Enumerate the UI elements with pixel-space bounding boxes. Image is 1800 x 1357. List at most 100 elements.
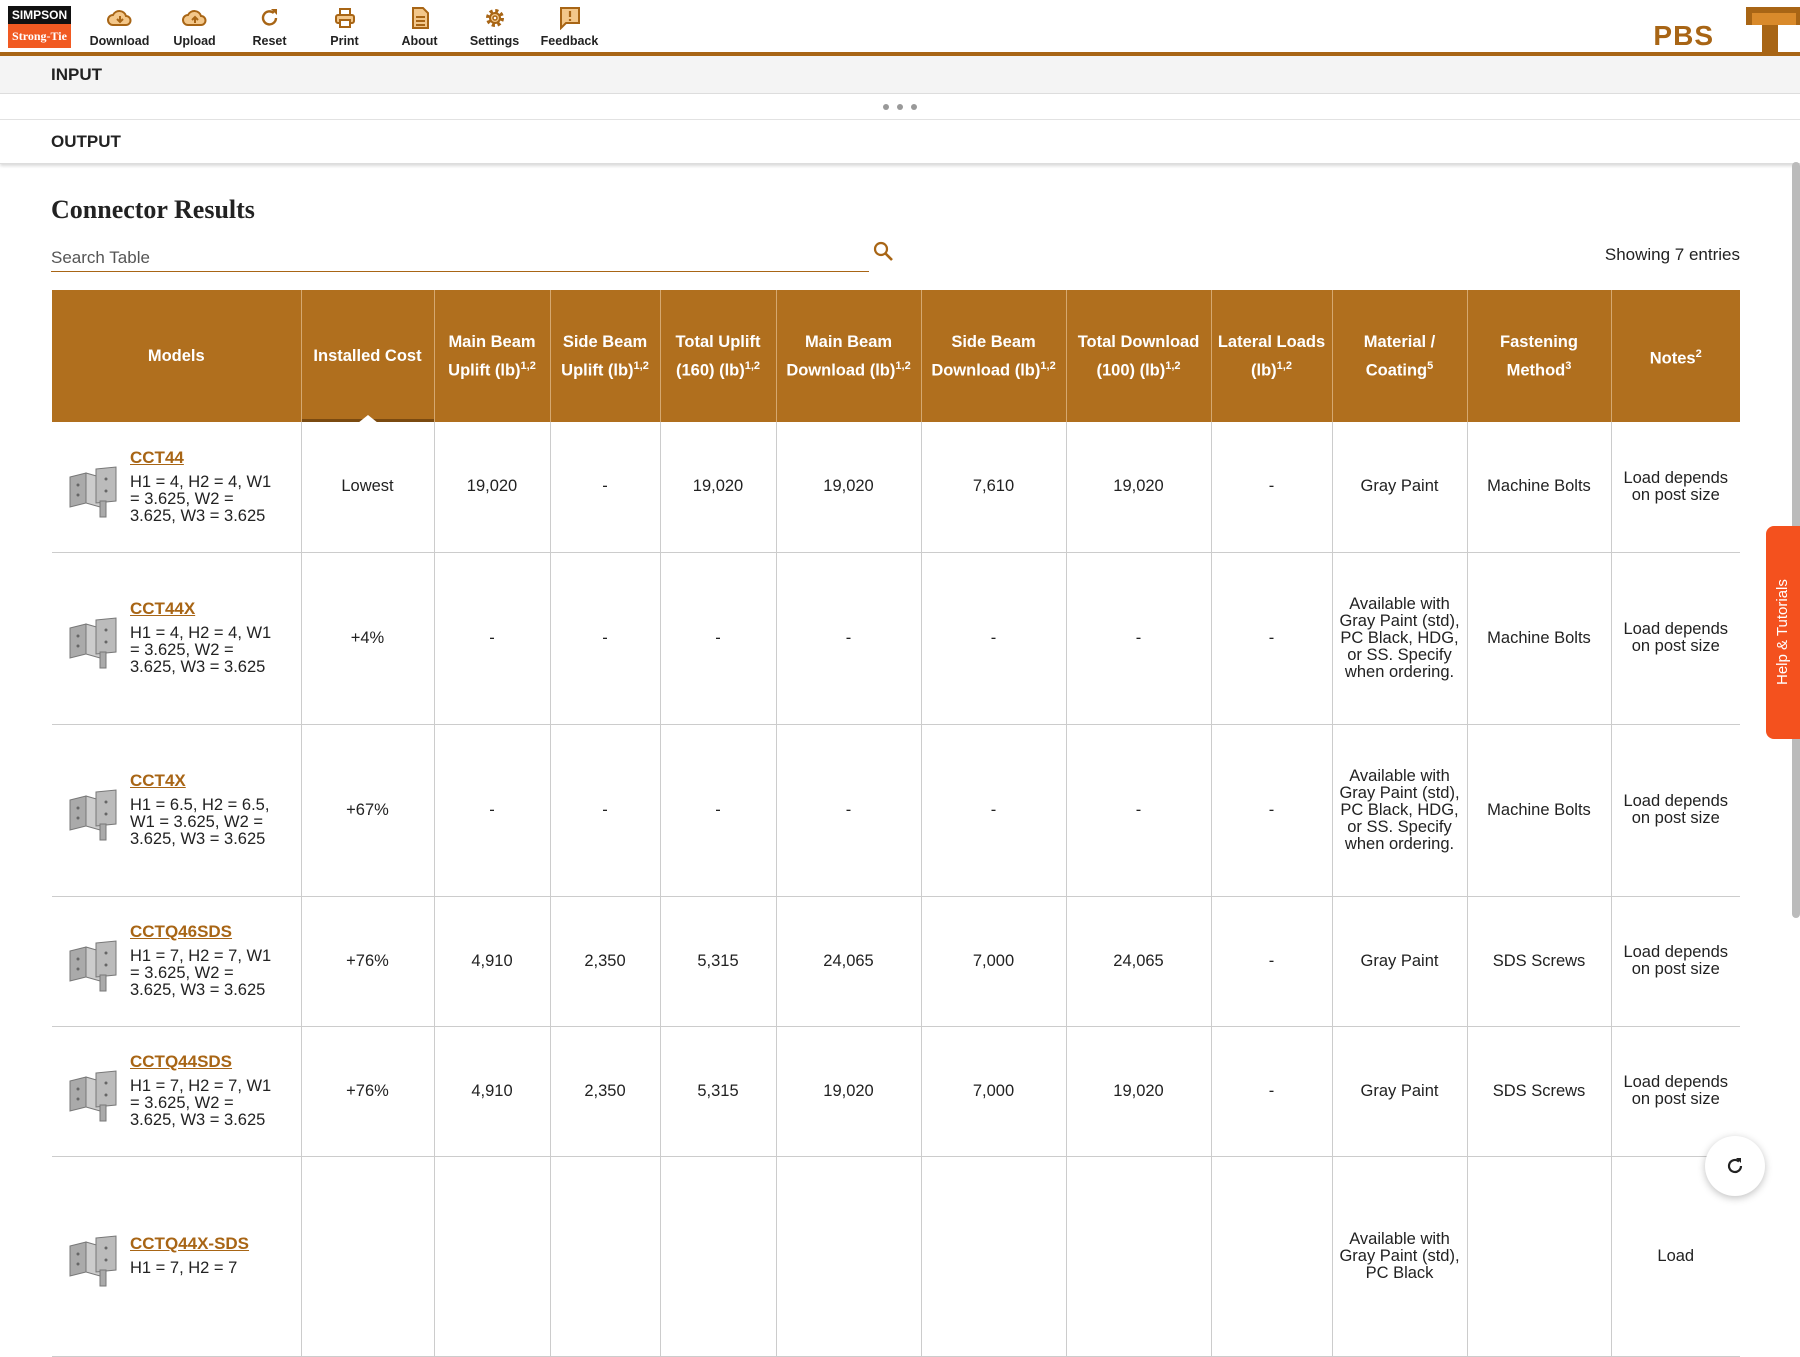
- table-cell: [300, 1156, 434, 1357]
- table-cell: [1065, 1156, 1211, 1357]
- table-cell: [1210, 1156, 1332, 1357]
- table-cell: 19,020: [433, 422, 550, 553]
- table-cell: -: [549, 422, 660, 553]
- table-cell: Machine Bolts: [1466, 552, 1611, 725]
- model-link[interactable]: CCT44: [130, 447, 184, 467]
- model-link[interactable]: CCT4X: [130, 771, 186, 790]
- output-section-header[interactable]: OUTPUT: [0, 120, 1800, 164]
- settings-button[interactable]: Settings: [457, 6, 532, 48]
- column-header-main-beam-download-lb[interactable]: Main Beam Download (lb)1,2: [775, 290, 921, 422]
- table-cell: 19,020: [1065, 1026, 1211, 1157]
- table-cell: -: [920, 552, 1066, 725]
- search-icon[interactable]: [872, 240, 894, 262]
- table-cell: -: [775, 724, 921, 897]
- feedback-icon: [559, 7, 580, 30]
- model-cell: CCT44 H1 = 4, H2 = 4, W1 = 3.625, W2 = 3.…: [52, 422, 301, 553]
- model-link[interactable]: CCTQ46SDS: [130, 922, 233, 941]
- table-cell: Load depends on post size: [1610, 896, 1740, 1027]
- table-cell: [1466, 1156, 1611, 1357]
- column-header-fastening-method[interactable]: Fastening Method3: [1466, 290, 1611, 422]
- model-cell: CCTQ46SDS H1 = 7, H2 = 7, W1 = 3.625, W2 …: [52, 896, 301, 1027]
- table-cell: 5,315: [659, 896, 776, 1027]
- column-header-side-beam-uplift-lb[interactable]: Side Beam Uplift (lb)1,2: [549, 290, 660, 422]
- resize-handle[interactable]: [0, 94, 1800, 120]
- column-header-models[interactable]: Models: [52, 290, 301, 422]
- cloud-upload-icon: [181, 10, 206, 26]
- document-icon: [411, 7, 429, 29]
- pbs-logo-icon: [1746, 7, 1800, 55]
- model-dimensions: H1 = 4, H2 = 4, W1 = 3.625, W2 = 3.625, …: [130, 624, 272, 676]
- upload-button[interactable]: Upload: [157, 6, 232, 48]
- help-tutorials-tab[interactable]: Help & Tutorials: [1766, 526, 1800, 739]
- table-cell: SDS Screws: [1466, 896, 1611, 1027]
- gear-icon: [485, 9, 504, 27]
- column-header-lateral-loads-lb[interactable]: Lateral Loads (lb)1,2: [1210, 290, 1332, 422]
- model-cell: CCTQ44X-SDS H1 = 7, H2 = 7: [52, 1156, 301, 1357]
- table-cell: -: [659, 552, 776, 725]
- table-row: CCT4X H1 = 6.5, H2 = 6.5, W1 = 3.625, W2 …: [52, 724, 1740, 897]
- model-link[interactable]: CCTQ44SDS: [130, 1052, 233, 1071]
- column-header-material-coating[interactable]: Material / Coating5: [1331, 290, 1467, 422]
- table-cell: 2,350: [549, 896, 660, 1027]
- feedback-button[interactable]: Feedback: [532, 6, 607, 48]
- search-input[interactable]: [51, 244, 869, 272]
- download-button[interactable]: Download: [82, 6, 157, 48]
- table-cell: 7,000: [920, 896, 1066, 1027]
- table-cell: Load depends on post size: [1610, 1026, 1740, 1157]
- column-header-total-uplift-160-lb[interactable]: Total Uplift (160) (lb)1,2: [659, 290, 776, 422]
- table-cell: -: [1065, 552, 1211, 725]
- table-cell: 4,910: [433, 896, 550, 1027]
- entries-count: Showing 7 entries: [1604, 245, 1740, 264]
- table-cell: 24,065: [775, 896, 921, 1027]
- model-dimensions: H1 = 7, H2 = 7, W1 = 3.625, W2 = 3.625, …: [130, 947, 272, 999]
- app-name: PBS: [1653, 20, 1714, 51]
- table-cell: 2,350: [549, 1026, 660, 1157]
- connector-image-icon: [69, 1235, 117, 1287]
- table-cell: Load depends on post size: [1610, 552, 1740, 725]
- table-cell: -: [433, 724, 550, 897]
- table-cell: 7,610: [920, 422, 1066, 553]
- table-cell: [775, 1156, 921, 1357]
- table-cell: +76%: [300, 1026, 434, 1157]
- table-cell: Gray Paint: [1331, 896, 1467, 1027]
- table-cell: +4%: [300, 552, 434, 725]
- table-cell: -: [549, 552, 660, 725]
- model-link[interactable]: CCTQ44X-SDS: [130, 1234, 250, 1253]
- table-cell: -: [659, 724, 776, 897]
- table-row: CCTQ44SDS H1 = 7, H2 = 7, W1 = 3.625, W2 …: [52, 1026, 1740, 1157]
- model-cell: CCT4X H1 = 6.5, H2 = 6.5, W1 = 3.625, W2 …: [52, 724, 301, 897]
- table-cell: 4,910: [433, 1026, 550, 1157]
- table-cell: -: [1210, 1026, 1332, 1157]
- print-button[interactable]: Print: [307, 6, 382, 48]
- column-header-notes[interactable]: Notes2: [1610, 290, 1740, 422]
- table-cell: Load depends on post size: [1610, 724, 1740, 897]
- column-header-total-download-100-lb[interactable]: Total Download (100) (lb)1,2: [1065, 290, 1211, 422]
- model-cell: CCT44X H1 = 4, H2 = 4, W1 = 3.625, W2 = 3…: [52, 552, 301, 725]
- input-section-header[interactable]: INPUT: [0, 56, 1800, 94]
- table-cell: +67%: [300, 724, 434, 897]
- table-cell: Lowest: [300, 422, 434, 553]
- column-header-side-beam-download-lb[interactable]: Side Beam Download (lb)1,2: [920, 290, 1066, 422]
- refresh-icon: [1727, 1158, 1743, 1174]
- table-cell: -: [920, 724, 1066, 897]
- about-button[interactable]: About: [382, 6, 457, 48]
- table-cell: -: [1065, 724, 1211, 897]
- table-cell: Gray Paint: [1331, 1026, 1467, 1157]
- table-cell: 7,000: [920, 1026, 1066, 1157]
- table-row: CCT44X H1 = 4, H2 = 4, W1 = 3.625, W2 = 3…: [52, 552, 1740, 725]
- table-row: CCTQ46SDS H1 = 7, H2 = 7, W1 = 3.625, W2 …: [52, 896, 1740, 1027]
- reset-button[interactable]: Reset: [232, 6, 307, 48]
- refresh-button[interactable]: [1705, 1136, 1765, 1196]
- column-header-installed-cost[interactable]: Installed Cost: [300, 290, 434, 423]
- table-cell: SDS Screws: [1466, 1026, 1611, 1157]
- connector-image-icon: [69, 789, 117, 841]
- column-header-main-beam-uplift-lb[interactable]: Main Beam Uplift (lb)1,2: [433, 290, 550, 422]
- table-cell: Available with Gray Paint (std), PC Blac…: [1331, 552, 1467, 725]
- table-cell: Machine Bolts: [1466, 724, 1611, 897]
- table-cell: -: [1210, 422, 1332, 553]
- simpson-logo: SIMPSON Strong-Tie: [8, 6, 71, 48]
- connector-image-icon: [69, 466, 117, 518]
- model-link[interactable]: CCT44X: [130, 599, 196, 618]
- results-title: Connector Results: [51, 195, 255, 224]
- table-cell: [659, 1156, 776, 1357]
